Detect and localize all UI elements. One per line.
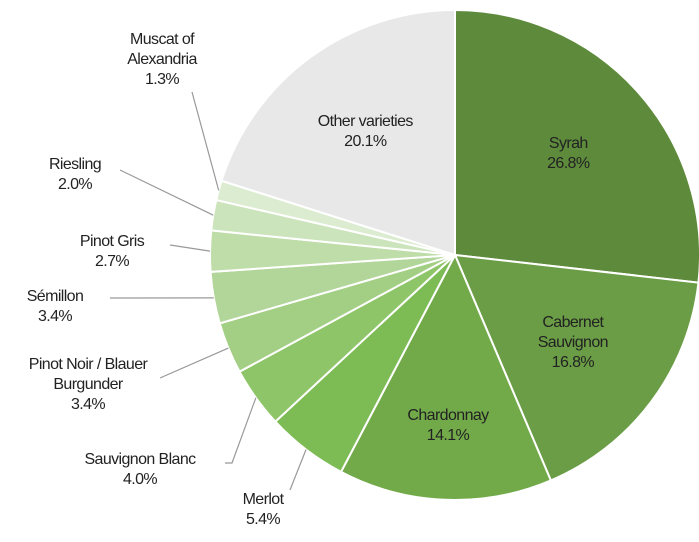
category-name: Pinot Noir / Blauer Burgunder xyxy=(28,356,148,393)
category-name: Sauvignon Blanc xyxy=(84,451,196,468)
value-label: 26.8% xyxy=(547,154,590,172)
leader-line xyxy=(289,449,307,491)
value-label: 1.3% xyxy=(144,71,180,88)
value-label: 16.8% xyxy=(551,353,595,371)
category-name: Riesling xyxy=(48,156,102,173)
slice-label: Sémillon 3.4% xyxy=(10,287,100,327)
slice-label: Muscat of Alexandria 1.3% xyxy=(112,30,212,90)
category-name: Pinot Gris xyxy=(79,233,145,250)
leader-line xyxy=(119,169,214,216)
slice-label: Other varieties 20.1% xyxy=(300,112,430,152)
slice-label: Pinot Gris 2.7% xyxy=(67,232,157,272)
leader-line xyxy=(191,91,220,191)
slice-label: Syrah 26.8% xyxy=(523,134,613,174)
value-label: 3.4% xyxy=(70,396,106,413)
value-label: 2.7% xyxy=(94,253,130,270)
leader-line xyxy=(159,347,229,379)
slice-label: Pinot Noir / Blauer Burgunder 3.4% xyxy=(11,355,166,415)
slice-label: Chardonnay 14.1% xyxy=(388,406,508,446)
category-name: Chardonnay xyxy=(407,407,489,425)
category-name: Sémillon xyxy=(26,288,84,305)
slice-label: Merlot 5.4% xyxy=(223,490,303,530)
value-label: 14.1% xyxy=(426,427,470,445)
pie-slice xyxy=(220,8,456,257)
slice-label: Riesling 2.0% xyxy=(35,155,115,195)
pie-slice xyxy=(339,252,553,501)
slice-label: Cabernet Sauvignon 16.8% xyxy=(523,313,623,373)
category-name: Cabernet Sauvignon xyxy=(537,313,609,351)
leader-line xyxy=(225,397,257,464)
leader-line xyxy=(169,244,211,252)
value-label: 5.4% xyxy=(245,511,281,528)
category-name: Syrah xyxy=(548,134,588,152)
value-label: 4.0% xyxy=(122,471,158,488)
slice-label: Sauvignon Blanc 4.0% xyxy=(60,450,220,490)
value-label: 3.4% xyxy=(37,308,73,325)
value-label: 20.1% xyxy=(344,133,387,151)
category-name: Merlot xyxy=(242,491,284,508)
category-name: Muscat of Alexandria xyxy=(127,31,197,68)
value-label: 2.0% xyxy=(57,176,93,193)
pie-slice xyxy=(453,253,699,482)
category-name: Other varieties xyxy=(317,113,414,131)
